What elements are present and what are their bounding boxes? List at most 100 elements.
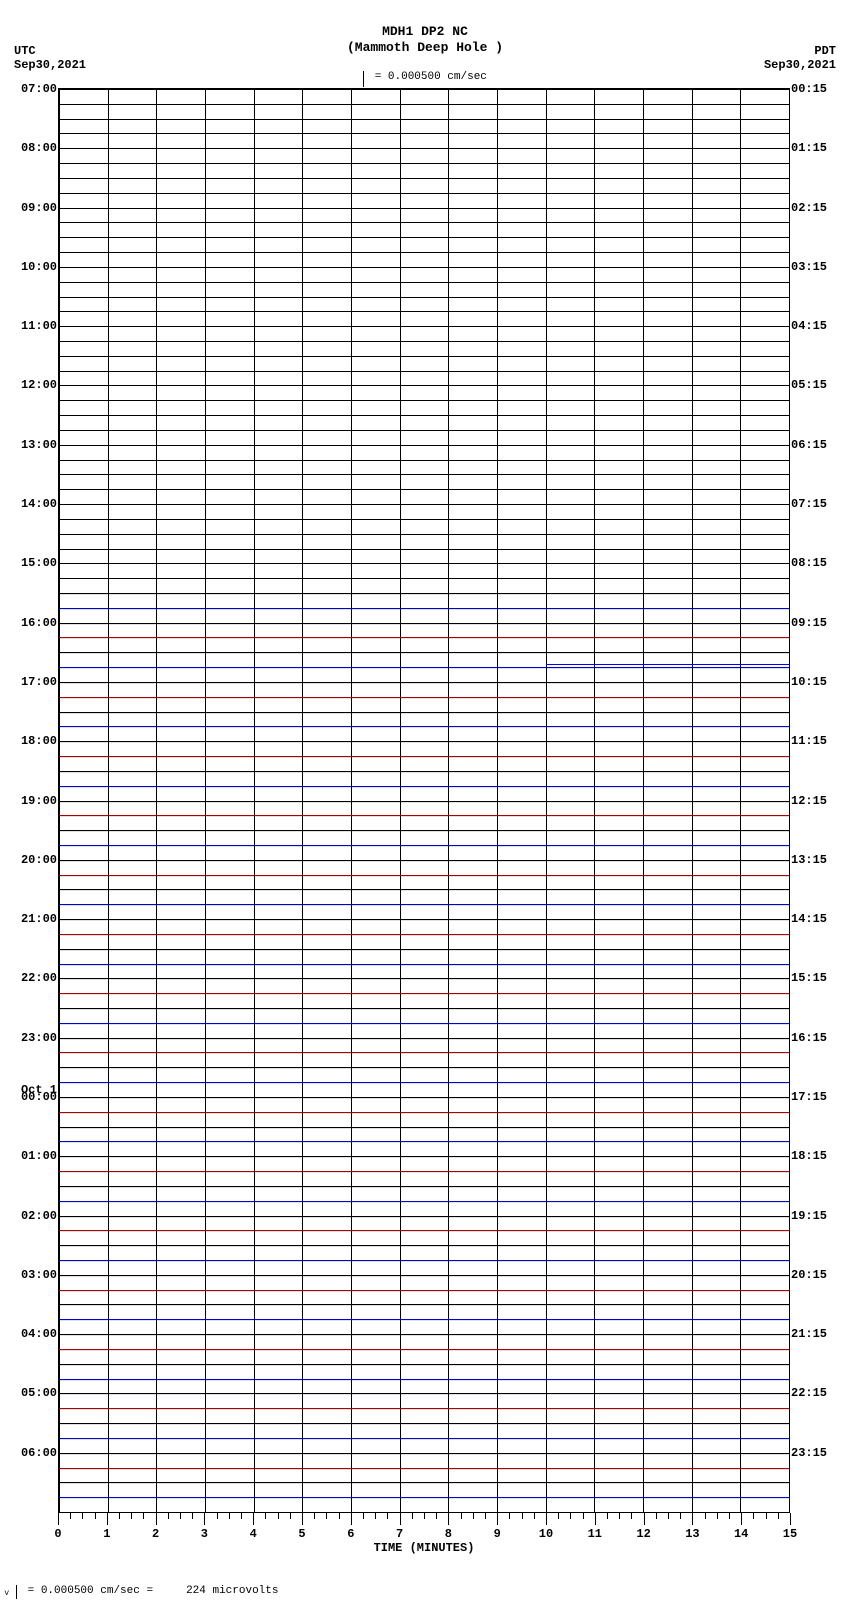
xtick-minor [717, 1513, 718, 1519]
xtick-minor [461, 1513, 462, 1519]
xtick-minor [473, 1513, 474, 1519]
trace-row [59, 860, 789, 861]
xtick-label: 7 [396, 1527, 403, 1541]
scale-text: = 0.000500 cm/sec [375, 71, 487, 83]
footer-min-mark: ˅ [4, 1589, 9, 1599]
xtick-minor [607, 1513, 608, 1519]
utc-hour-label: 22:00 [21, 971, 59, 985]
scale-line: = 0.000500 cm/sec [0, 68, 850, 84]
pdt-hour-label: 19:15 [789, 1209, 827, 1223]
xtick-major [644, 1513, 645, 1525]
trace-row [59, 1201, 789, 1202]
trace-row [59, 637, 789, 638]
utc-hour-label: 05:00 [21, 1386, 59, 1400]
date-left-label: Sep30,2021 [14, 58, 86, 72]
trace-row [59, 919, 789, 920]
utc-hour-label: 06:00 [21, 1446, 59, 1460]
xtick-major [253, 1513, 254, 1525]
footer-scale: ˅ = 0.000500 cm/sec = 224 microvolts [4, 1583, 278, 1599]
trace-row [59, 682, 789, 683]
trace-row [59, 934, 789, 935]
trace-row [59, 623, 789, 624]
trace-row [59, 104, 789, 105]
pdt-hour-label: 06:15 [789, 438, 827, 452]
xtick-label: 4 [250, 1527, 257, 1541]
xtick-major [58, 1513, 59, 1525]
xtick-minor [387, 1513, 388, 1519]
trace-row [59, 1008, 789, 1009]
xtick-minor [217, 1513, 218, 1519]
trace-row [59, 756, 789, 757]
trace-row [59, 652, 789, 653]
footer-microvolts: 224 microvolts [186, 1585, 278, 1597]
trace-row [59, 889, 789, 890]
xtick-minor [241, 1513, 242, 1519]
pdt-hour-label: 11:15 [789, 734, 827, 748]
pdt-hour-label: 18:15 [789, 1149, 827, 1163]
helicorder-plot: 07:0000:1508:0001:1509:0002:1510:0003:15… [58, 88, 790, 1513]
trace-row [59, 1067, 789, 1068]
trace-row [59, 148, 789, 149]
xtick-major [204, 1513, 205, 1525]
scale-bar-icon [363, 71, 364, 87]
trace-row [59, 978, 789, 979]
trace-row [59, 430, 789, 431]
xtick-minor [278, 1513, 279, 1519]
trace-row [59, 326, 789, 327]
utc-hour-label: 17:00 [21, 675, 59, 689]
xtick-minor [70, 1513, 71, 1519]
trace-row [59, 341, 789, 342]
trace-row [59, 163, 789, 164]
xtick-minor [631, 1513, 632, 1519]
trace-row [59, 1497, 789, 1498]
utc-hour-label: 19:00 [21, 794, 59, 808]
trace-row [59, 830, 789, 831]
pdt-hour-label: 02:15 [789, 201, 827, 215]
trace-row [59, 875, 789, 876]
xtick-label: 12 [636, 1527, 650, 1541]
xtick-minor [424, 1513, 425, 1519]
xtick-label: 10 [539, 1527, 553, 1541]
xtick-minor [192, 1513, 193, 1519]
trace-row [59, 445, 789, 446]
trace-row [59, 1127, 789, 1128]
header-block: MDH1 DP2 NC (Mammoth Deep Hole ) [0, 24, 850, 55]
trace-row [59, 1245, 789, 1246]
trace-row [59, 549, 789, 550]
trace-row [59, 400, 789, 401]
xtick-major [790, 1513, 791, 1525]
xtick-major [302, 1513, 303, 1525]
utc-hour-label: 10:00 [21, 260, 59, 274]
xtick-minor [619, 1513, 620, 1519]
trace-row [59, 1393, 789, 1394]
footer-text-prefix: = 0.000500 cm/sec = [28, 1585, 153, 1597]
trace-row [59, 267, 789, 268]
trace-row [59, 726, 789, 727]
trace-row [59, 608, 789, 609]
trace-row [59, 904, 789, 905]
trace-row [59, 208, 789, 209]
xtick-minor [558, 1513, 559, 1519]
trace-row [59, 578, 789, 579]
xtick-major [741, 1513, 742, 1525]
trace-row [59, 1453, 789, 1454]
trace-row [59, 1423, 789, 1424]
x-axis: TIME (MINUTES) 0123456789101112131415 [58, 1513, 790, 1553]
pdt-hour-label: 03:15 [789, 260, 827, 274]
trace-row [59, 593, 789, 594]
utc-hour-label: 01:00 [21, 1149, 59, 1163]
trace-row [59, 1290, 789, 1291]
xtick-label: 11 [588, 1527, 602, 1541]
trace-row [59, 786, 789, 787]
xtick-minor [705, 1513, 706, 1519]
xtick-minor [485, 1513, 486, 1519]
pdt-hour-label: 04:15 [789, 319, 827, 333]
xtick-minor [229, 1513, 230, 1519]
xtick-minor [570, 1513, 571, 1519]
xtick-minor [436, 1513, 437, 1519]
utc-hour-label: 03:00 [21, 1268, 59, 1282]
pdt-hour-label: 10:15 [789, 675, 827, 689]
xtick-minor [363, 1513, 364, 1519]
xtick-label: 2 [152, 1527, 159, 1541]
xtick-minor [314, 1513, 315, 1519]
